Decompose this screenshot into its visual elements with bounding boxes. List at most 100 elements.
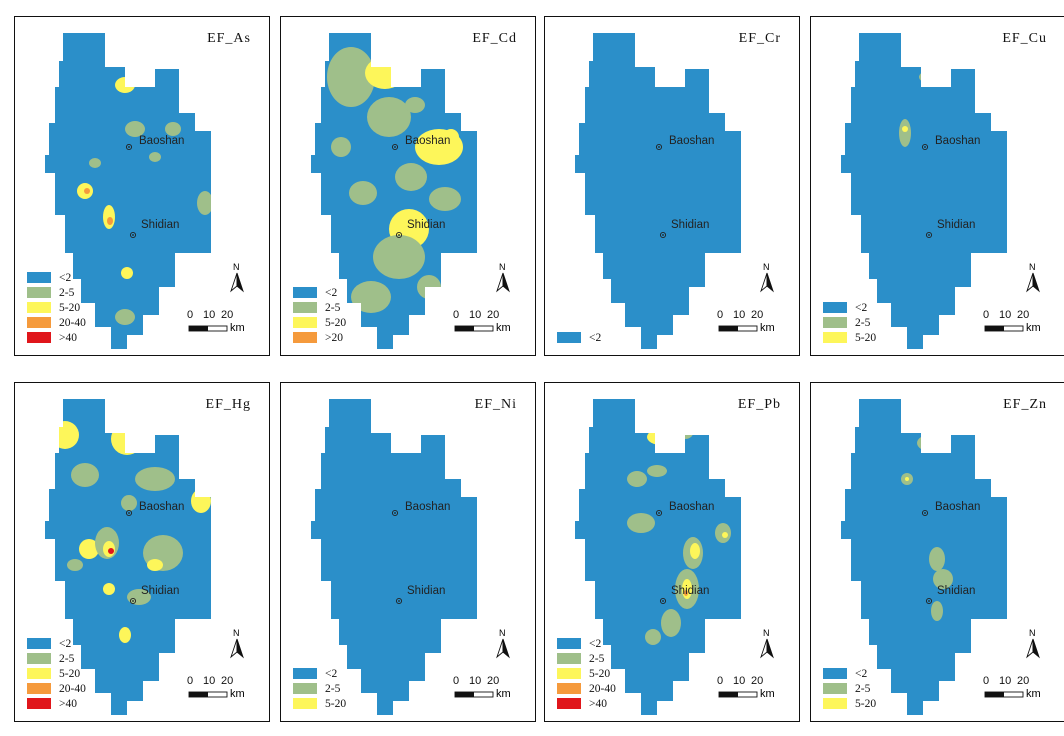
anomaly-zone	[395, 163, 427, 191]
legend-item: 2-5	[27, 651, 86, 666]
city-label-shidian: Shidian	[141, 219, 180, 231]
anomaly-zone	[933, 569, 953, 589]
legend-label: >40	[589, 697, 607, 710]
legend: <2 2-5 5-20 >20	[293, 285, 346, 345]
svg-text:N: N	[1029, 262, 1036, 272]
region-background	[575, 33, 741, 349]
anomaly-zone	[197, 191, 211, 215]
anomaly-zone	[103, 205, 115, 229]
city-marker-icon	[129, 597, 137, 605]
legend-swatch	[557, 668, 581, 679]
legend-label: >20	[325, 331, 343, 344]
legend: <2 2-5 5-20 20-40 >40	[557, 636, 616, 711]
anomaly-zone	[647, 465, 667, 477]
svg-text:N: N	[763, 628, 770, 638]
legend-item: <2	[823, 666, 876, 681]
scale-bar: 0 10 20 km	[717, 309, 775, 334]
legend-label: <2	[589, 637, 602, 650]
region-map	[575, 33, 741, 349]
region-background	[841, 33, 1007, 349]
legend: <2 2-5 5-20	[823, 666, 876, 711]
city-label-shidian: Shidian	[407, 219, 446, 231]
legend-swatch	[293, 668, 317, 679]
anomaly-zone	[121, 267, 133, 279]
svg-text:N: N	[499, 262, 506, 272]
legend-item: <2	[557, 330, 601, 345]
legend-label: 2-5	[855, 316, 871, 329]
legend-swatch	[27, 332, 51, 343]
legend-swatch	[293, 698, 317, 709]
map-panel-ef-pb: EF_Pb Baoshan Shidian <2 2-5 5-20 20-40 >40 N 0 10…	[544, 382, 800, 722]
legend-label: <2	[589, 331, 602, 344]
panel-title: EF_Zn	[1003, 397, 1047, 412]
anomaly-zone	[67, 559, 83, 571]
north-arrow-icon: N	[1023, 627, 1043, 661]
anomaly-zone	[115, 77, 135, 93]
legend-swatch	[27, 317, 51, 328]
legend-label: <2	[59, 271, 72, 284]
anomaly-zone	[89, 158, 101, 168]
legend-label: 20-40	[589, 682, 616, 695]
scale-bar: 0 10 20 km	[717, 675, 775, 700]
city-marker-icon	[391, 509, 399, 517]
legend-swatch	[293, 317, 317, 328]
anomaly-zone	[929, 547, 945, 571]
legend-swatch	[27, 668, 51, 679]
svg-text:N: N	[233, 262, 240, 272]
anomaly-zone	[103, 583, 115, 595]
anomaly-zone	[627, 471, 647, 487]
legend-item: <2	[27, 270, 86, 285]
legend-swatch	[27, 683, 51, 694]
region-map	[45, 399, 211, 715]
legend-item: 5-20	[27, 300, 86, 315]
legend-swatch	[27, 653, 51, 664]
city-label-shidian: Shidian	[937, 585, 976, 597]
city-marker-icon	[395, 231, 403, 239]
anomaly-zone	[149, 152, 161, 162]
legend-item: <2	[293, 285, 346, 300]
legend-label: 5-20	[589, 667, 611, 680]
anomaly-zone	[125, 121, 145, 137]
city-marker-icon	[391, 143, 399, 151]
legend-label: >40	[59, 697, 77, 710]
legend-item: 5-20	[293, 315, 346, 330]
region-map	[575, 399, 741, 715]
panel-title: EF_Cu	[1002, 31, 1047, 46]
legend-label: 2-5	[589, 652, 605, 665]
anomaly-zone	[147, 559, 163, 571]
anomaly-zone	[349, 181, 377, 205]
legend-label: 20-40	[59, 682, 86, 695]
legend-label: 5-20	[855, 697, 877, 710]
anomaly-zone	[722, 532, 728, 538]
region-map	[311, 399, 477, 715]
legend-swatch	[557, 698, 581, 709]
legend-label: 2-5	[325, 301, 341, 314]
anomaly-zone	[677, 427, 693, 439]
city-label-baoshan: Baoshan	[405, 135, 451, 147]
legend-item: >20	[293, 330, 346, 345]
legend-swatch	[557, 653, 581, 664]
anomaly-zone	[902, 126, 908, 132]
scale-bar: 0 10 20 km	[187, 309, 245, 334]
legend-item: 2-5	[293, 300, 346, 315]
north-arrow-icon: N	[757, 627, 777, 661]
legend-label: 5-20	[59, 667, 81, 680]
legend: <2 2-5 5-20	[293, 666, 346, 711]
legend-label: 5-20	[855, 331, 877, 344]
legend-item: <2	[293, 666, 346, 681]
panel-title: EF_Cd	[472, 31, 517, 46]
legend-label: <2	[855, 667, 868, 680]
city-label-baoshan: Baoshan	[669, 135, 715, 147]
anomaly-zone	[71, 463, 99, 487]
anomaly-zone	[647, 429, 675, 445]
legend-swatch	[557, 683, 581, 694]
legend-item: 5-20	[557, 666, 616, 681]
map-panel-ef-as: EF_As Baoshan Shidian <2 2-5 5-20 20-40 >40 N 0 10…	[14, 16, 270, 356]
anomaly-zone	[108, 548, 114, 554]
legend: <2 2-5 5-20	[823, 300, 876, 345]
legend-swatch	[27, 287, 51, 298]
city-marker-icon	[395, 597, 403, 605]
legend-swatch	[557, 638, 581, 649]
legend-swatch	[823, 683, 847, 694]
map-panel-ef-hg: EF_Hg Baoshan Shidian <2 2-5 5-20 20-40 >40 N 0 10…	[14, 382, 270, 722]
